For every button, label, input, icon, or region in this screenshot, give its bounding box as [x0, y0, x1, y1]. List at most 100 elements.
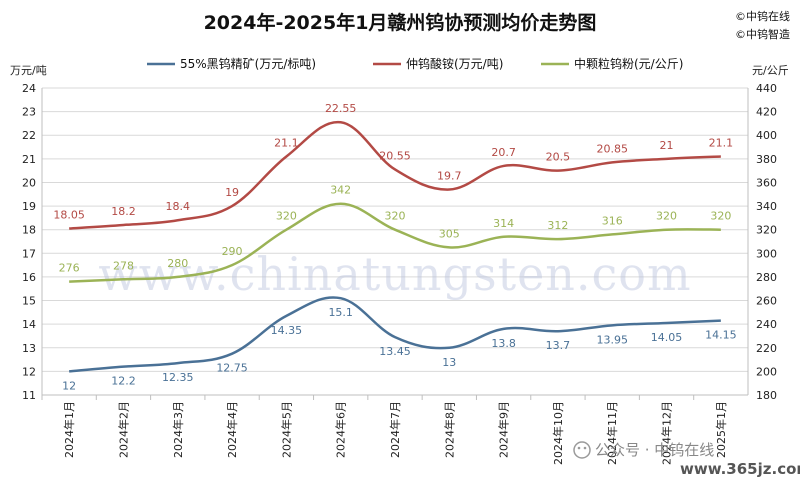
- left-tick-label: 17: [22, 247, 36, 260]
- x-tick-label: 2024年3月: [171, 401, 185, 458]
- grid: [41, 87, 749, 396]
- x-tick-label: 2024年9月: [497, 401, 511, 458]
- right-tick-label: 380: [756, 153, 777, 166]
- x-tick-label: 2024年4月: [225, 401, 239, 458]
- data-label: 14.05: [651, 331, 683, 344]
- right-axis-ticks: 180 200 220 240 260 280 300 320 340 360 380 400 420 4…: [756, 82, 777, 402]
- data-label: 278: [113, 259, 134, 272]
- left-tick-label: 20: [22, 176, 36, 189]
- data-label: 21: [660, 139, 674, 152]
- x-tick-label: 2024年7月: [388, 401, 402, 458]
- right-axis-unit: 元/公斤: [752, 64, 789, 77]
- legend-label-powder: 中颗粒钨粉(元/公斤): [574, 56, 683, 71]
- left-tick-label: 16: [22, 271, 36, 284]
- data-label: 21.1: [709, 136, 734, 149]
- data-label: 19: [225, 186, 239, 199]
- data-label: 320: [710, 210, 731, 223]
- left-axis-ticks: 11 12 13 14 15 16 17 18 19 20 21 22 23 24: [22, 82, 36, 402]
- data-label: 290: [222, 245, 243, 258]
- data-label: 320: [656, 210, 677, 223]
- data-label: 22.55: [325, 102, 357, 115]
- series-line-powder: [69, 202, 721, 283]
- footer-url: www.365jz.com: [680, 460, 800, 478]
- data-label: 280: [167, 257, 188, 270]
- left-tick-label: 14: [22, 318, 36, 331]
- data-label: 20.5: [546, 151, 571, 164]
- data-label: 21.1: [274, 136, 299, 149]
- x-tick-label: 2024年2月: [116, 401, 130, 458]
- left-tick-label: 23: [22, 106, 36, 119]
- right-tick-label: 420: [756, 106, 777, 119]
- data-label: 13: [442, 356, 456, 369]
- data-label: 316: [602, 214, 623, 227]
- data-label: 276: [59, 262, 80, 275]
- data-label: 12: [62, 379, 76, 392]
- left-tick-label: 19: [22, 200, 36, 213]
- chart-title: 2024年-2025年1月赣州钨协预测均价走势图: [204, 11, 597, 34]
- data-label: 20.85: [596, 142, 628, 155]
- x-axis-ticks: 2024年1月 2024年2月 2024年3月 2024年4月 2024年5月 2024年…: [41, 395, 728, 465]
- wechat-icon-dot-2: [583, 446, 587, 450]
- data-label: 15.1: [328, 306, 353, 319]
- data-label: 18.4: [166, 200, 191, 213]
- data-label: 19.7: [437, 170, 462, 183]
- footer-account: 公众号 · 中钨在线: [595, 441, 714, 459]
- right-tick-label: 280: [756, 271, 777, 284]
- data-label: 314: [493, 217, 514, 230]
- data-label: 305: [439, 227, 460, 240]
- footer: 公众号 · 中钨在线 www.365jz.com: [573, 441, 800, 478]
- legend: 55%黑钨精矿(万元/标吨) 仲钨酸铵(万元/吨) 中颗粒钨粉(元/公斤): [147, 56, 683, 71]
- right-tick-label: 400: [756, 129, 777, 142]
- legend-label-apt: 仲钨酸铵(万元/吨): [406, 56, 503, 71]
- left-tick-label: 18: [22, 224, 36, 237]
- data-label: 13.7: [546, 339, 571, 352]
- right-tick-label: 260: [756, 295, 777, 308]
- right-tick-label: 320: [756, 224, 777, 237]
- series-lines: [69, 120, 721, 373]
- watermark-text: www.chinatungsten.com: [98, 247, 691, 301]
- data-label: 12.75: [216, 362, 248, 375]
- right-tick-label: 180: [756, 389, 777, 402]
- right-tick-label: 300: [756, 247, 777, 260]
- left-tick-label: 24: [22, 82, 36, 95]
- data-label: 12.35: [162, 371, 194, 384]
- x-tick-label: 2024年5月: [279, 401, 293, 458]
- copyright-line-1: ©中钨在线: [735, 9, 790, 23]
- data-label: 18.2: [111, 205, 136, 218]
- left-tick-label: 22: [22, 129, 36, 142]
- data-label: 312: [547, 219, 568, 232]
- x-tick-label: 2025年1月: [714, 401, 728, 458]
- x-tick-label: 2024年12月: [660, 401, 674, 465]
- x-tick-label: 2024年6月: [334, 401, 348, 458]
- data-label: 13.45: [379, 345, 411, 358]
- data-label: 13.8: [491, 337, 516, 350]
- left-tick-label: 21: [22, 153, 36, 166]
- wechat-icon-dot: [577, 446, 581, 450]
- data-label: 14.35: [271, 324, 303, 337]
- right-tick-label: 340: [756, 200, 777, 213]
- right-tick-label: 440: [756, 82, 777, 95]
- copyright-line-2: ©中钨智造: [735, 27, 790, 41]
- data-label: 342: [330, 184, 351, 197]
- right-tick-label: 200: [756, 365, 777, 378]
- x-tick-label: 2024年11月: [605, 401, 619, 465]
- data-label: 320: [276, 210, 297, 223]
- right-tick-label: 220: [756, 342, 777, 355]
- data-labels: 12 12.2 12.35 12.75 14.35 15.1 13.45 13 13.8 13.7…: [53, 102, 736, 392]
- data-label: 12.2: [111, 375, 136, 388]
- data-label: 13.95: [596, 333, 628, 346]
- data-label: 320: [385, 210, 406, 223]
- x-tick-label: 2024年1月: [62, 401, 76, 458]
- x-tick-label: 2024年8月: [442, 401, 456, 458]
- data-label: 20.55: [379, 149, 411, 162]
- left-tick-label: 11: [22, 389, 36, 402]
- series-line-apt: [69, 120, 721, 230]
- x-tick-label: 2024年10月: [551, 401, 565, 465]
- legend-label-ore: 55%黑钨精矿(万元/标吨): [180, 56, 316, 71]
- series-line-ore: [69, 296, 721, 373]
- data-label: 18.05: [53, 209, 85, 222]
- wechat-icon: [573, 441, 591, 459]
- data-label: 14.15: [705, 329, 737, 342]
- right-tick-label: 360: [756, 176, 777, 189]
